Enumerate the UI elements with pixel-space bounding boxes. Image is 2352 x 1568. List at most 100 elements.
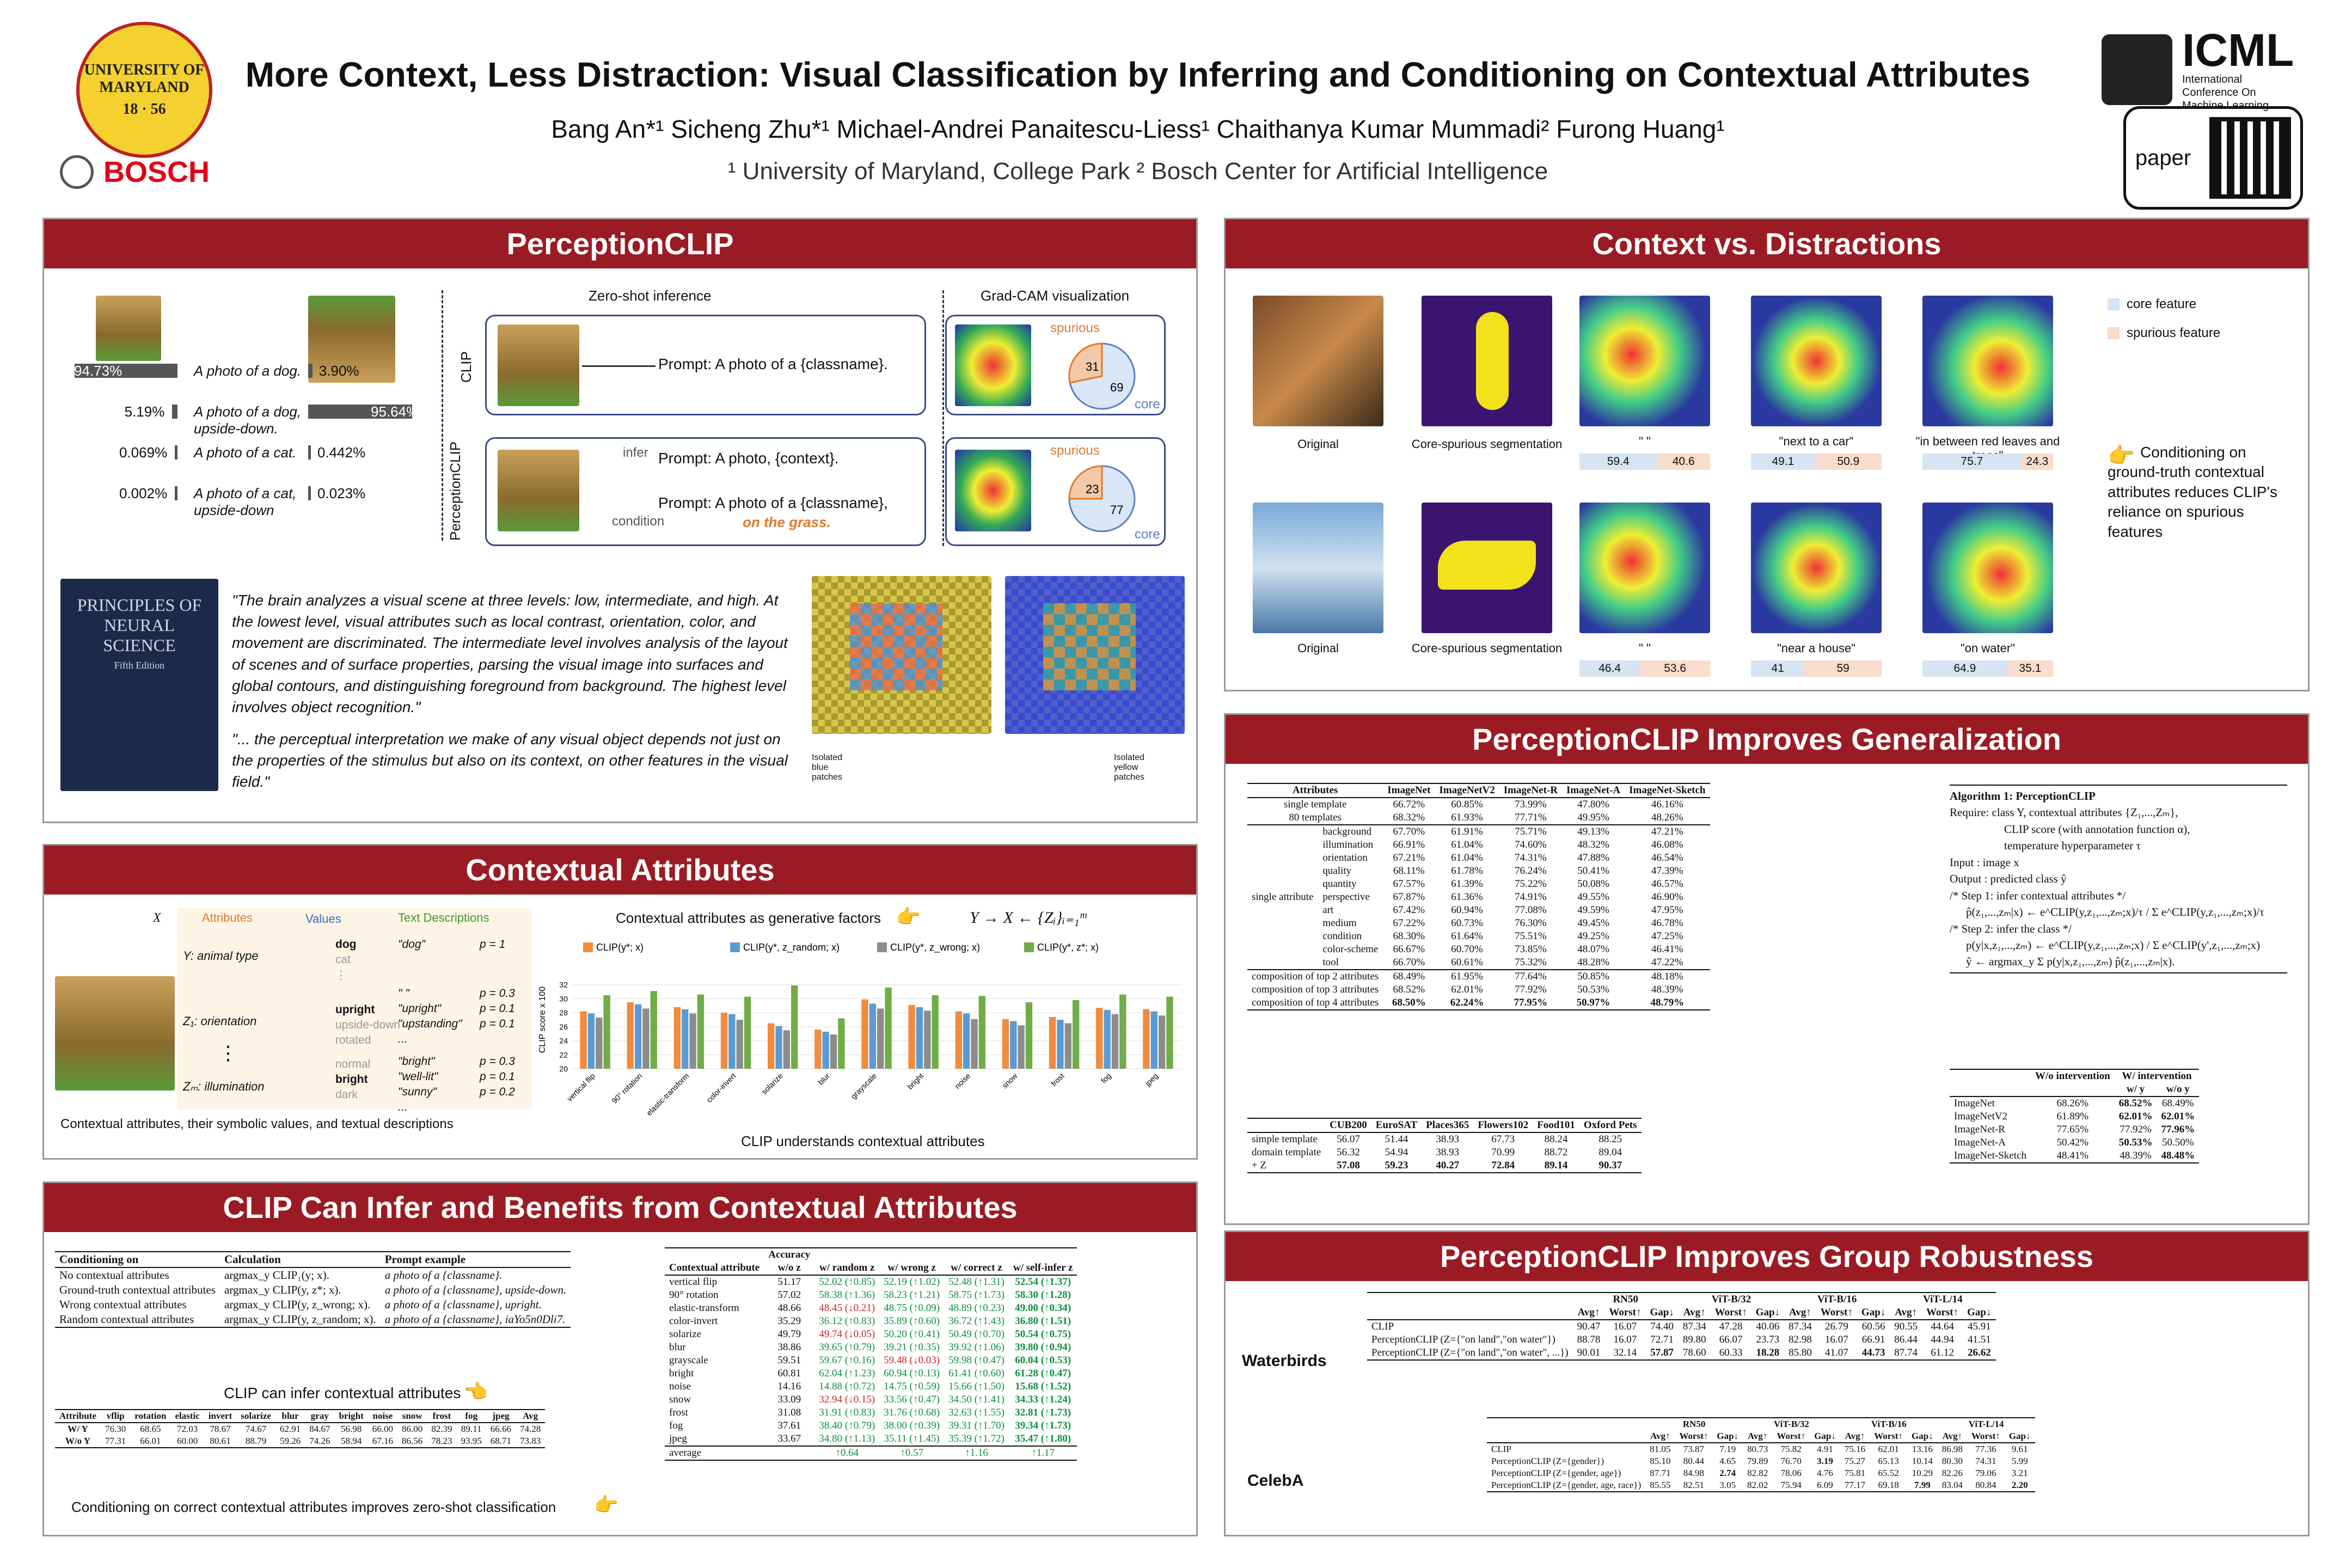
prompt-class-context: Prompt: A photo of a {classname}, xyxy=(658,494,888,511)
generalization-cell: 46.08% xyxy=(1651,839,1683,850)
waterbirds-cell: 40.06 xyxy=(1756,1321,1780,1332)
prompt-context: Prompt: A photo, {context}. xyxy=(658,450,839,467)
accuracy-row: jpeg 33.67 34.80 (↑1.13) 35.11 (↑1.45) 35.39… xyxy=(665,1432,1077,1446)
accuracy-header-cell: w/ wrong z xyxy=(879,1261,945,1276)
legend-label: CLIP(y*, z_wrong; x) xyxy=(890,942,980,953)
infer-cell: 76.30 xyxy=(105,1424,126,1434)
celeba-cell: 77.36 xyxy=(1975,1444,1996,1454)
generalization-cell: 76.30% xyxy=(1515,917,1547,929)
context-note: Conditioning on ground-truth contextual … xyxy=(2108,444,2277,540)
generalization-cell: 47.39% xyxy=(1651,865,1683,877)
generalization-cell: 61.93% xyxy=(1451,812,1483,823)
bar-3-1 xyxy=(728,1014,736,1069)
celeba-metric: Gap↓ xyxy=(2004,1430,2035,1443)
condition-label: condition xyxy=(612,514,665,529)
generalization-row: condition 68.30% 61.64% 75.51% 49.25% 47.25% xyxy=(1247,930,1710,943)
waterbirds-row: CLIP 90.47 16.07 74.40 87.34 47.28 40.06 87.34 2… xyxy=(1367,1320,1996,1333)
conditioning-cell: a photo of a {classname}, upright. xyxy=(384,1298,542,1311)
generalization-cell: 47.88% xyxy=(1577,852,1609,863)
spurious-share: 53.6 xyxy=(1640,660,1710,677)
fine-grained-cell: 56.32 xyxy=(1337,1147,1360,1158)
y-tick-label: 24 xyxy=(559,1037,568,1045)
accuracy-cell: bright xyxy=(669,1368,694,1379)
celeba-cell: 62.01 xyxy=(1878,1444,1899,1454)
university-of-maryland-logo: UNIVERSITY OF MARYLAND 18 · 56 xyxy=(76,22,212,158)
leopard-segmentation-image xyxy=(1422,296,1552,426)
accuracy-cell: 36.80 (↑1.51) xyxy=(1015,1315,1071,1327)
paper-qr-link[interactable]: paper xyxy=(2123,106,2303,210)
illumination-value: dark xyxy=(335,1088,358,1101)
accuracy-cell: 52.54 (↑1.37) xyxy=(1015,1276,1071,1288)
accuracy-cell: average xyxy=(665,1445,764,1460)
accuracy-header-cell: Contextual attribute xyxy=(665,1261,764,1276)
generalization-cell: 77.08% xyxy=(1515,904,1547,916)
generalization-cell: 46.90% xyxy=(1651,891,1683,903)
waterbirds-cell: 44.64 xyxy=(1931,1321,1954,1332)
pie-chart-pclip: 23 77 xyxy=(1068,465,1136,532)
generalization-cell: 74.31% xyxy=(1515,852,1547,863)
celeba-cell: 80.30 xyxy=(1941,1456,1963,1466)
legend-swatch xyxy=(877,942,887,952)
infer-header-cell: gray xyxy=(305,1409,335,1423)
text-description-prob: p = 0.2 xyxy=(480,1086,515,1098)
infer-header-cell: frost xyxy=(427,1409,457,1423)
pointing-hand-icon-3: 👈 xyxy=(463,1380,488,1402)
generalization-cell: 46.78% xyxy=(1651,917,1683,929)
bar-4-0 xyxy=(767,1023,775,1069)
accuracy-header-row: Contextual attribute w/o z w/ random z w/ w… xyxy=(665,1261,1077,1276)
spurious-share: 50.9 xyxy=(1815,454,1882,470)
generalization-cell: 47.95% xyxy=(1651,904,1683,916)
waterbirds-cell: 66.07 xyxy=(1719,1334,1743,1345)
generalization-cell: 77.64% xyxy=(1499,969,1562,983)
infer-cell: 60.00 xyxy=(170,1435,204,1448)
generalization-cell: 60.94% xyxy=(1451,904,1483,916)
y-tick-label: 20 xyxy=(559,1064,568,1073)
generalization-cell: 48.28% xyxy=(1577,957,1609,968)
celeba-model-row: RN50 ViT-B/32 ViT-B/16 ViT-L/14 xyxy=(1487,1418,2035,1430)
fine-grained-cell: 59.23 xyxy=(1385,1160,1408,1171)
accuracy-header-cell xyxy=(879,1248,944,1261)
waterbirds-model: ViT-L/14 xyxy=(1923,1294,1963,1305)
accuracy-cell xyxy=(764,1445,815,1460)
celeba-cell: 73.87 xyxy=(1683,1444,1705,1454)
context-heading: Context vs. Distractions xyxy=(1226,219,2308,268)
celeba-table: RN50 ViT-B/32 ViT-B/16 ViT-L/14 Avg↑ Worst↑ Ga… xyxy=(1487,1417,2035,1492)
accuracy-row: noise 14.16 14.88 (↑0.72) 14.75 (↑0.59) 15.6… xyxy=(665,1380,1077,1393)
accuracy-header-cell xyxy=(814,1248,879,1261)
prob-right-value: 0.442% xyxy=(317,444,366,461)
celeba-metric: Gap↓ xyxy=(1712,1430,1743,1443)
accuracy-cell: vertical flip xyxy=(669,1276,718,1288)
celeba-cell: 85.55 xyxy=(1650,1480,1671,1490)
intervention-header-cell: w/ y xyxy=(2114,1083,2157,1097)
celeba-metric: Worst↑ xyxy=(1675,1430,1713,1443)
um-logo-year-a: 18 xyxy=(122,101,138,118)
legend-label: CLIP(y*, z_random; x) xyxy=(743,942,840,953)
prob-bar-right xyxy=(308,405,413,419)
bar-3-3 xyxy=(744,996,751,1069)
context-distractions-panel: Context vs. Distractions " " 59.4 40.6 "nex… xyxy=(1224,218,2310,691)
gradcam-clip-image xyxy=(955,324,1031,406)
accuracy-cell: 39.65 (↑0.79) xyxy=(819,1342,875,1353)
infer-cell: 68.71 xyxy=(486,1435,516,1448)
bar-5-1 xyxy=(822,1031,829,1069)
animal-value: dog xyxy=(335,938,357,951)
accuracy-header-cell: Accuracy xyxy=(768,1249,811,1260)
generalization-row: single template 66.72% 60.85% 73.99% 47.80% 4… xyxy=(1247,798,1710,811)
celeba-cell: 74.31 xyxy=(1975,1456,1996,1466)
celeba-cell: 6.09 xyxy=(1817,1480,1833,1490)
generalization-cell: 49.25% xyxy=(1577,930,1609,942)
intervention-cell: 50.42% xyxy=(2056,1137,2089,1148)
orientation-row: Z₁: orientation xyxy=(183,1014,257,1028)
waterbirds-cell: 57.87 xyxy=(1650,1347,1674,1358)
dog-photo xyxy=(55,976,175,1091)
infer-cell: 66.01 xyxy=(130,1435,171,1448)
intervention-row: ImageNet-R 77.65% 77.92% 77.96% xyxy=(1950,1123,2199,1136)
generalization-cell: 67.70% xyxy=(1383,824,1435,838)
celeba-row: PerceptionCLIP (Z={gender, age, race}) 85… xyxy=(1487,1479,2035,1492)
celeba-cell: 82.82 xyxy=(1747,1468,1768,1478)
generalization-cell: 77.71% xyxy=(1515,812,1547,823)
algorithm-line: p̂(z₁,...,zₘ|x) ← e^CLIP(y,z₁,...,zₘ;x)/… xyxy=(1966,905,2264,919)
infer-cell: 56.98 xyxy=(341,1424,362,1434)
waterbirds-metric: Avg↑ xyxy=(1890,1306,1922,1320)
accuracy-cell: noise xyxy=(669,1381,691,1392)
